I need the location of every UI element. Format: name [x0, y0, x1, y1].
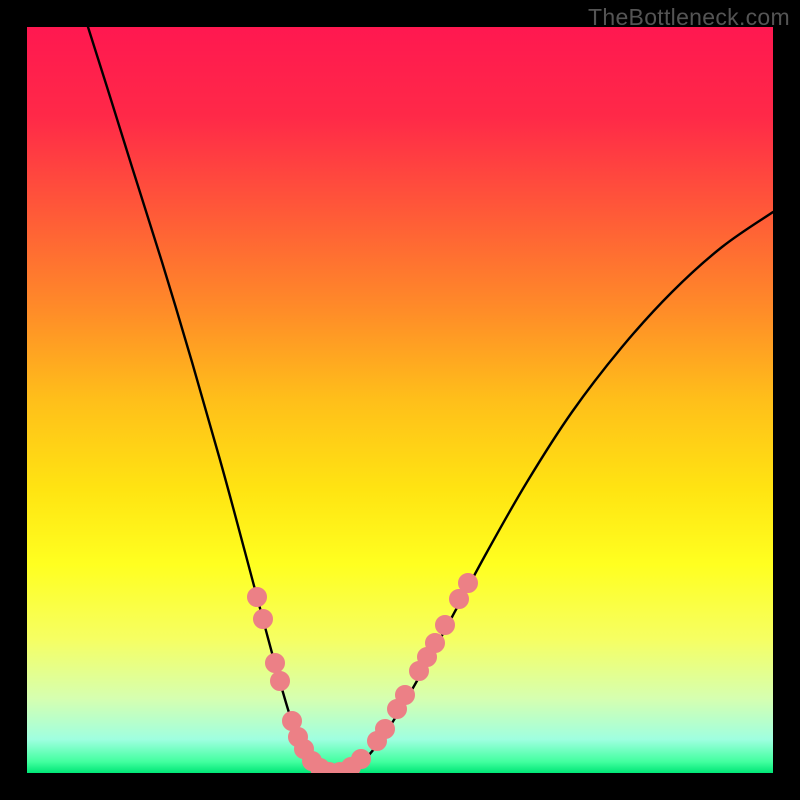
marker-dot [254, 610, 273, 629]
chart-stage: TheBottleneck.com [0, 0, 800, 800]
marker-dot [459, 574, 478, 593]
marker-dot [248, 588, 267, 607]
marker-dot [376, 720, 395, 739]
marker-dot [426, 634, 445, 653]
marker-dot [352, 750, 371, 769]
marker-dot [266, 654, 285, 673]
watermark-text: TheBottleneck.com [588, 4, 790, 31]
marker-dot [396, 686, 415, 705]
marker-dot [271, 672, 290, 691]
curve-svg [0, 0, 800, 800]
marker-dot [436, 616, 455, 635]
